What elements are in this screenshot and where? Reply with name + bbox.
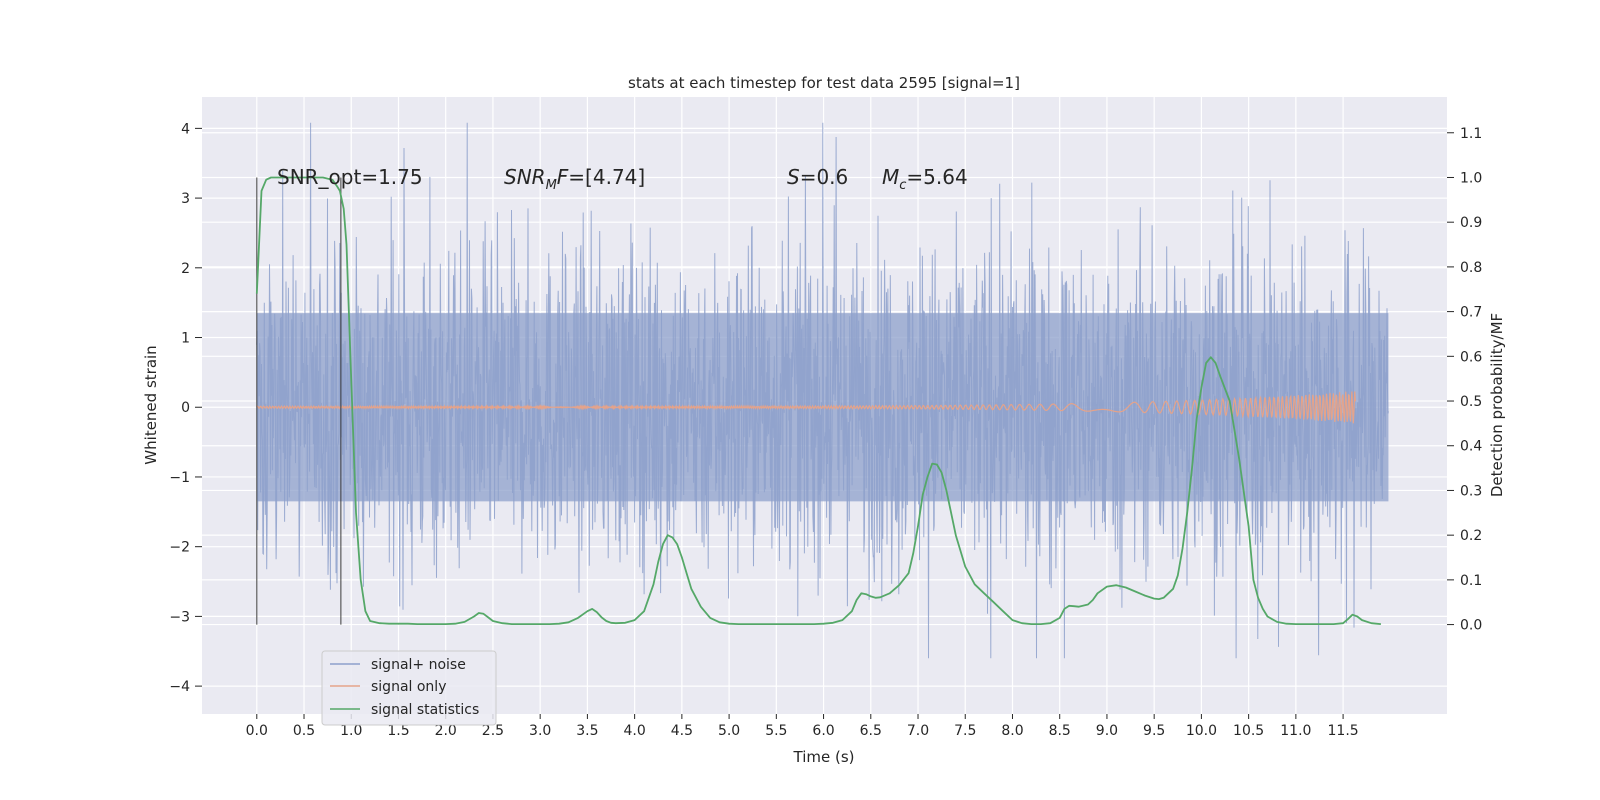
x-tick-label: 7.0 [907,723,929,739]
x-tick-label: 8.5 [1049,723,1071,739]
y-tick-label-right: 1.1 [1460,126,1482,142]
y-axis-label-left: Whitened strain [142,345,160,464]
x-tick-label: 5.0 [718,723,740,739]
x-tick-label: 10.5 [1233,723,1264,739]
x-tick-label: 6.5 [860,723,882,739]
x-tick-label: 6.0 [812,723,834,739]
annotation-snr-mf: SNRMF=[4.74] [504,165,645,193]
chirp-trace [256,391,1356,424]
y-tick-label-right: 0.2 [1460,528,1482,544]
series-signal-only [256,391,1356,424]
y-tick-label-right: 0.8 [1460,260,1482,276]
y-tick-labels-left: 4 3 2 1 0 −1 −2 −3 −4 [169,121,202,695]
legend-label-signal-statistics: signal statistics [371,702,479,718]
x-tick-label: 0.5 [293,723,315,739]
y-tick-label-left: 2 [181,261,190,277]
legend-label-signal-plus-noise: signal+ noise [371,657,466,673]
x-tick-label: 11.0 [1280,723,1311,739]
legend: signal+ noise signal only signal statist… [321,650,497,726]
x-tick-label: 2.5 [482,723,504,739]
y-tick-label-left: 0 [181,400,190,416]
x-tick-label: 0.0 [246,723,268,739]
y-tick-label-right: 1.0 [1460,170,1482,186]
legend-box [321,650,497,726]
y-tick-label-left: 4 [181,121,190,137]
statistics-line [255,176,1381,625]
y-tick-label-left: −2 [169,540,190,556]
y-tick-label-right: 0.1 [1460,573,1482,589]
legend-label-signal-only: signal only [371,679,446,695]
x-tick-label: 1.5 [387,723,409,739]
annotation-s: S=0.6 [787,165,848,189]
chart-title: stats at each timestep for test data 259… [628,74,1020,92]
series-signal-statistics [255,176,1381,625]
y-tick-label-right: 0.3 [1460,483,1482,499]
y-tick-label-left: −4 [169,679,190,695]
y-tick-label-right: 0.0 [1460,618,1482,634]
y-tick-label-left: 3 [181,191,190,207]
y-tick-label-right: 0.4 [1460,439,1482,455]
x-axis-label: Time (s) [793,748,855,766]
x-tick-label: 9.5 [1143,723,1165,739]
x-tick-label: 1.0 [340,723,362,739]
annotation-snr-opt: SNR_opt=1.75 [277,165,423,189]
y-tick-label-left: −3 [169,609,190,625]
x-tick-label: 7.5 [954,723,976,739]
x-tick-label: 4.0 [623,723,645,739]
y-tick-labels-right: 1.1 1.0 0.9 0.8 0.7 0.6 0.5 0.4 0.3 0.2 0.1 0.0 [1447,126,1482,634]
y-tick-label-right: 0.5 [1460,394,1482,410]
x-tick-label: 3.0 [529,723,551,739]
x-tick-label: 3.5 [576,723,598,739]
x-tick-label: 5.5 [765,723,787,739]
x-tick-label: 2.0 [435,723,457,739]
y-tick-label-left: −1 [169,470,190,486]
y-tick-label-right: 0.7 [1460,305,1482,321]
x-tick-label: 11.5 [1328,723,1359,739]
x-tick-label: 10.0 [1186,723,1217,739]
x-tick-label: 4.5 [671,723,693,739]
vertical-markers [256,177,342,625]
y-tick-label-right: 0.6 [1460,349,1482,365]
y-tick-label-left: 1 [181,331,190,347]
x-tick-labels: 0.0 0.5 1.0 1.5 2.0 2.5 3.0 3.5 4.0 4.5 5.0 5.5 6.0 6… [246,714,1359,739]
y-tick-label-right: 0.9 [1460,215,1482,231]
y-axis-label-right: Detection probability/MF [1488,313,1506,497]
annotation-mc: Mc=5.64 [882,165,968,193]
x-tick-label: 8.0 [1001,723,1023,739]
x-tick-label: 9.0 [1096,723,1118,739]
